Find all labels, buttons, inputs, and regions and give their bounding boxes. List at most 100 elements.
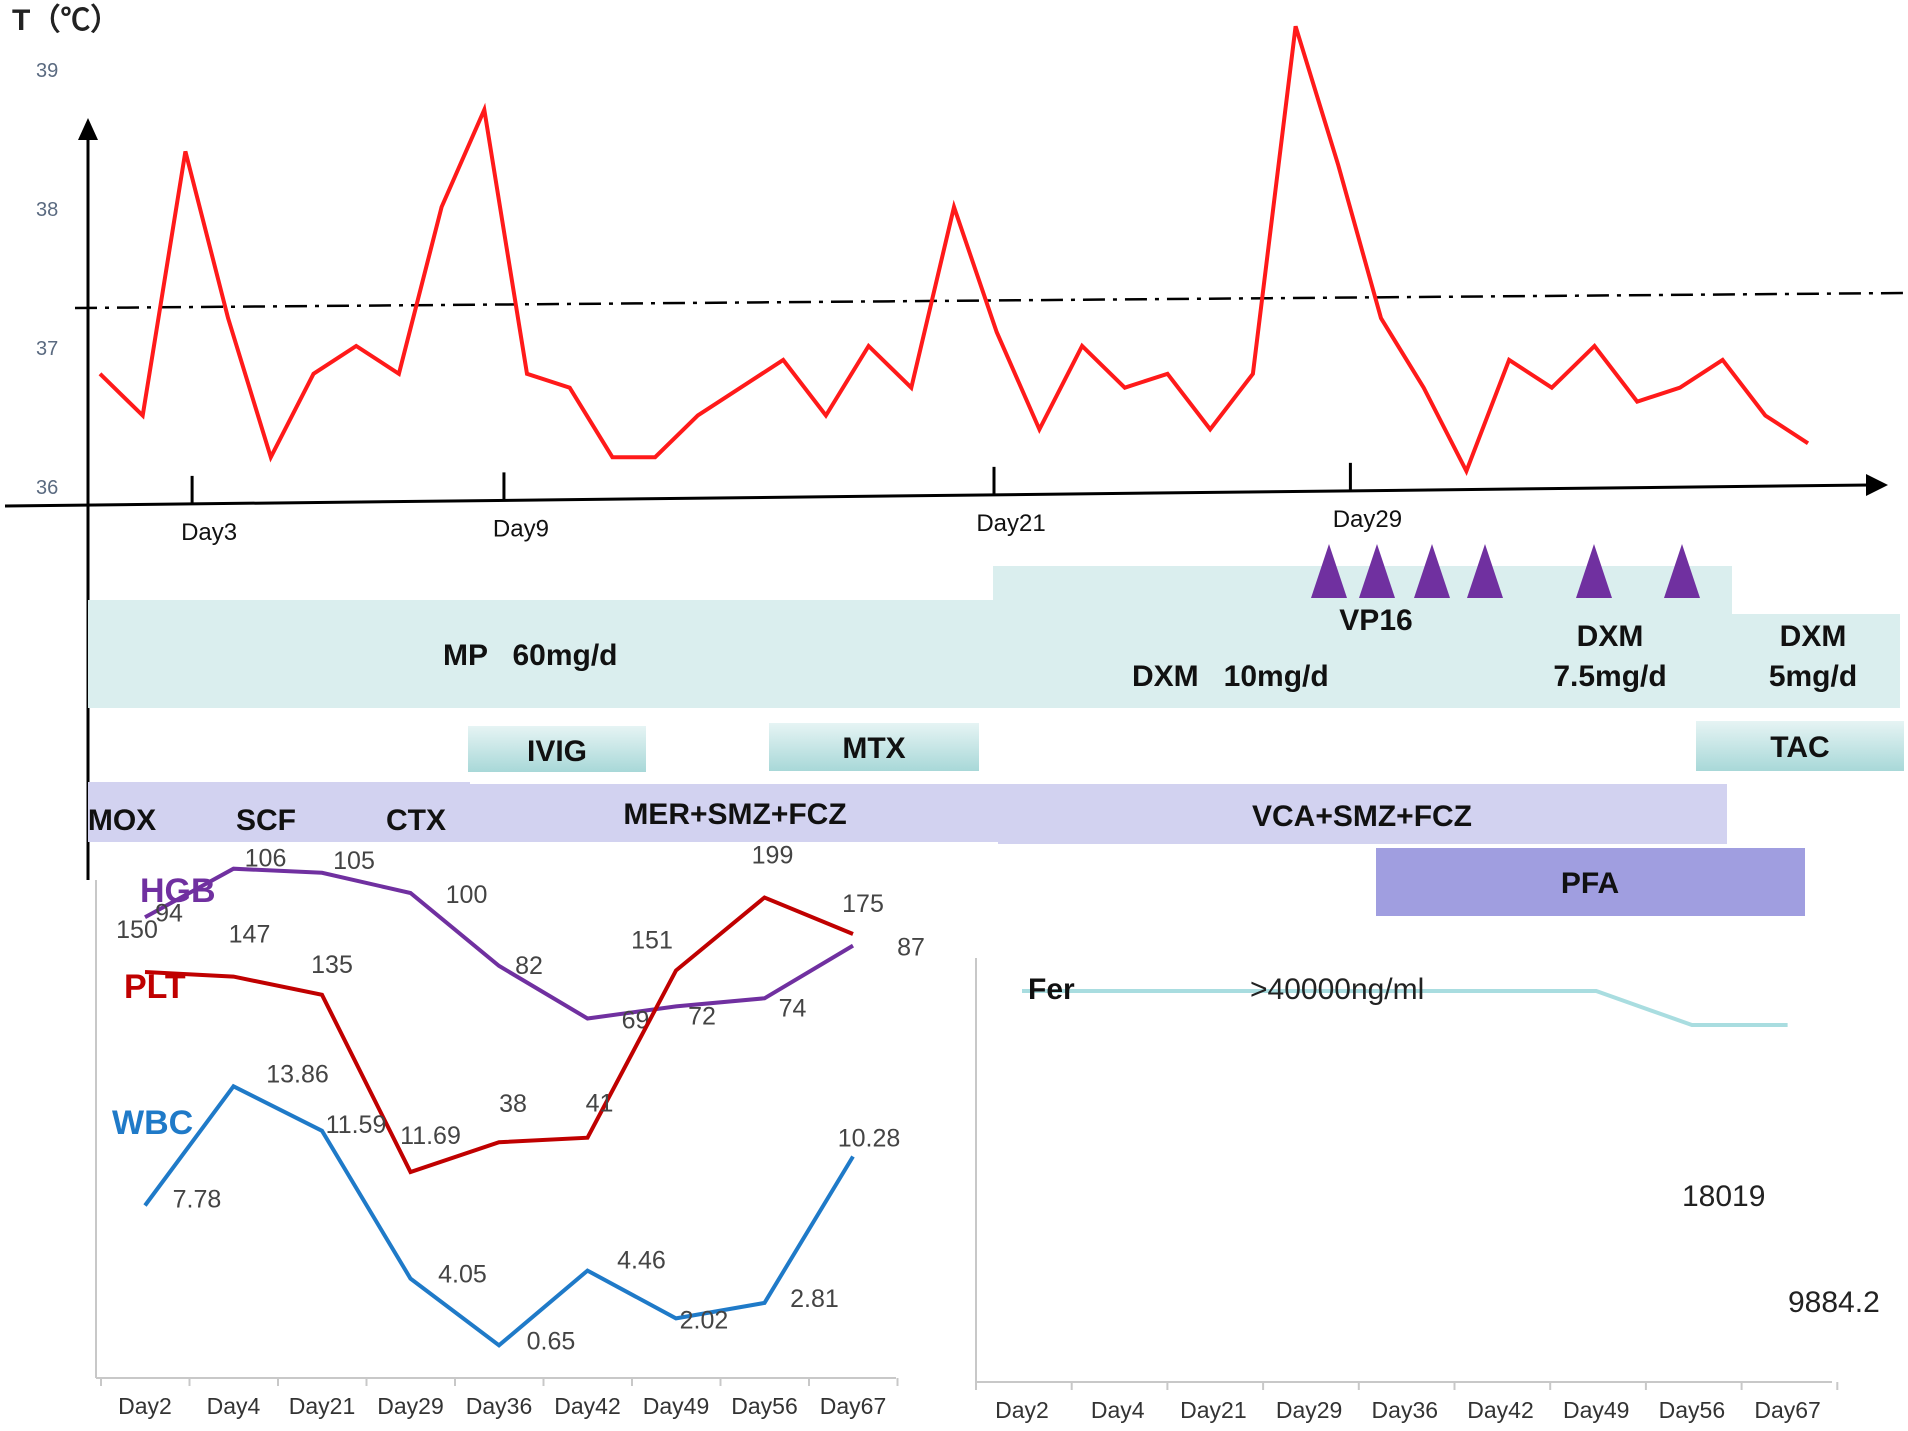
hgb-series-name: HGB [140,872,216,910]
ferritin-value-label: 9884.2 [1788,1286,1880,1319]
wbc-data-label: 2.81 [790,1285,839,1313]
blood-counts-x-tick-label: Day21 [289,1393,355,1419]
temperature-x-tick-label: Day3 [181,519,237,546]
ferritin-x-ticks: Day2 Day4 Day21 Day29 Day36 Day42 Day49 Day56 Da… [975,1382,1839,1423]
mp-label: MP 60mg/d [443,639,618,672]
ivig-label: IVIG [527,735,587,768]
ferritin-value-label: 18019 [1682,1180,1765,1213]
hgb-data-label: 100 [446,881,488,909]
vca-smz-fcz-label: VCA+SMZ+FCZ [1252,800,1472,833]
dxm-5-label-line1: DXM [1780,620,1847,653]
temperature-x-axis-arrow [1866,474,1888,496]
vp16-label: VP16 [1339,604,1412,637]
ferritin-x-tick-label: Day2 [995,1397,1049,1423]
wbc-data-label: 7.78 [173,1186,222,1214]
mtx-label: MTX [842,732,905,765]
ferritin-x-tick-label: Day56 [1659,1397,1725,1423]
temperature-y-tick-label: 38 [36,199,58,221]
blood-counts-x-tick-label: Day67 [820,1393,886,1419]
tac-label: TAC [1770,731,1829,764]
plt-data-label: 147 [229,921,271,949]
hgb-data-label: 74 [779,994,807,1022]
temperature-y-tick-label: 37 [36,338,58,360]
plt-data-label: 135 [311,951,353,979]
antibiotic-band [88,782,1727,844]
pfa-box [1376,848,1805,916]
temperature-y-axis-arrow [78,118,98,140]
wbc-data-label: 0.65 [527,1327,576,1355]
temperature-y-ticks: 36 37 38 39 [36,60,58,499]
plt-data-label: 11.69 [400,1122,461,1150]
ferritin-value-label: >40000ng/ml [1250,973,1424,1006]
ferritin-x-tick-label: Day67 [1754,1397,1820,1423]
plt-series-line [144,895,854,1175]
plt-data-label: 38 [499,1090,527,1118]
temperature-x-tick-label: Day21 [976,510,1045,537]
wbc-data-label: 11.59 [326,1111,387,1139]
ferritin-title: Fer [1028,973,1075,1006]
ferritin-chart: Day2 Day4 Day21 Day29 Day36 Day42 Day49 Day56 Da… [975,958,1880,1423]
ferritin-series-line [1022,989,1788,1027]
blood-counts-x-ticks: Day2 Day4 Day21 Day29 Day36 Day42 Day49 Day56 Da… [100,1378,899,1419]
plt-series-name: PLT [124,968,186,1006]
ferritin-x-tick-label: Day49 [1563,1397,1629,1423]
temperature-y-tick-label: 39 [36,60,58,82]
tac-box [1696,721,1904,771]
temperature-series-line [98,25,1810,476]
temperature-x-tick-label: Day29 [1333,506,1402,533]
blood-counts-x-tick-label: Day49 [643,1393,709,1419]
hgb-data-label: 94 [155,899,183,927]
temperature-axis-title: T（℃） [12,3,120,37]
wbc-data-label: 10.28 [838,1125,901,1153]
plt-data-label: 175 [842,890,884,918]
plt-data-label: 41 [586,1090,614,1118]
blood-counts-x-tick-label: Day36 [466,1393,532,1419]
ferritin-x-tick-label: Day4 [1091,1397,1145,1423]
temperature-x-ticks: Day3 Day9 Day21 Day29 [181,462,1402,546]
ivig-box [468,726,646,772]
wbc-data-label: 4.05 [438,1261,487,1289]
ferritin-x-tick-label: Day42 [1467,1397,1533,1423]
ferritin-x-tick-label: Day29 [1276,1397,1342,1423]
ferritin-x-tick-label: Day36 [1372,1397,1438,1423]
dxm-5-label-line2: 5mg/d [1769,660,1857,693]
vp16-dose-marker [1467,544,1503,598]
dxm-7-5-label-line2: 7.5mg/d [1553,660,1666,693]
mox-label: MOX [88,804,156,837]
wbc-data-label: 4.46 [617,1247,666,1275]
temperature-y-tick-label: 36 [36,477,58,499]
vp16-dose-marker [1576,544,1612,598]
mer-smz-fcz-label: MER+SMZ+FCZ [623,798,846,831]
blood-counts-x-tick-label: Day56 [731,1393,797,1419]
vp16-dose-marker [1311,544,1347,598]
dxm-7-5-label-line1: DXM [1577,620,1644,653]
ferritin-x-tick-label: Day21 [1180,1397,1246,1423]
wbc-data-label: 13.86 [266,1060,329,1088]
plt-data-label: 150 [116,916,158,944]
blood-counts-x-tick-label: Day29 [377,1393,443,1419]
wbc-series-line [143,1083,855,1348]
pfa-label: PFA [1561,867,1619,900]
blood-counts-x-tick-label: Day4 [207,1393,261,1419]
wbc-data-label: 2.02 [680,1306,729,1334]
plt-data-label: 151 [631,926,673,954]
temperature-x-axis [4,483,1871,508]
ctx-label: CTX [386,804,446,837]
scf-label: SCF [236,804,296,837]
blood-counts-chart: Day2 Day4 Day21 Day29 Day36 Day42 Day49 Day56 Da… [95,842,925,1419]
mtx-box [769,723,979,771]
hgb-series-line [144,866,855,1021]
vp16-dose-marker [1359,544,1395,598]
vp16-dose-marker [1414,544,1450,598]
steroid-band [88,566,1900,708]
threshold-line [74,291,1906,310]
hgb-data-label: 106 [245,845,287,873]
hgb-data-label: 105 [333,847,375,875]
vp16-dose-marker [1664,544,1700,598]
treatment-timeline: MP 60mg/d DXM 10mg/d VP16 DXM 7.5mg/d DX… [88,544,1904,916]
temperature-chart: T（℃） 36 37 38 39 Day3 Day9 Day21 Day29 [4,3,1906,880]
wbc-series-name: WBC [112,1104,193,1142]
hgb-data-label: 72 [688,1002,716,1030]
